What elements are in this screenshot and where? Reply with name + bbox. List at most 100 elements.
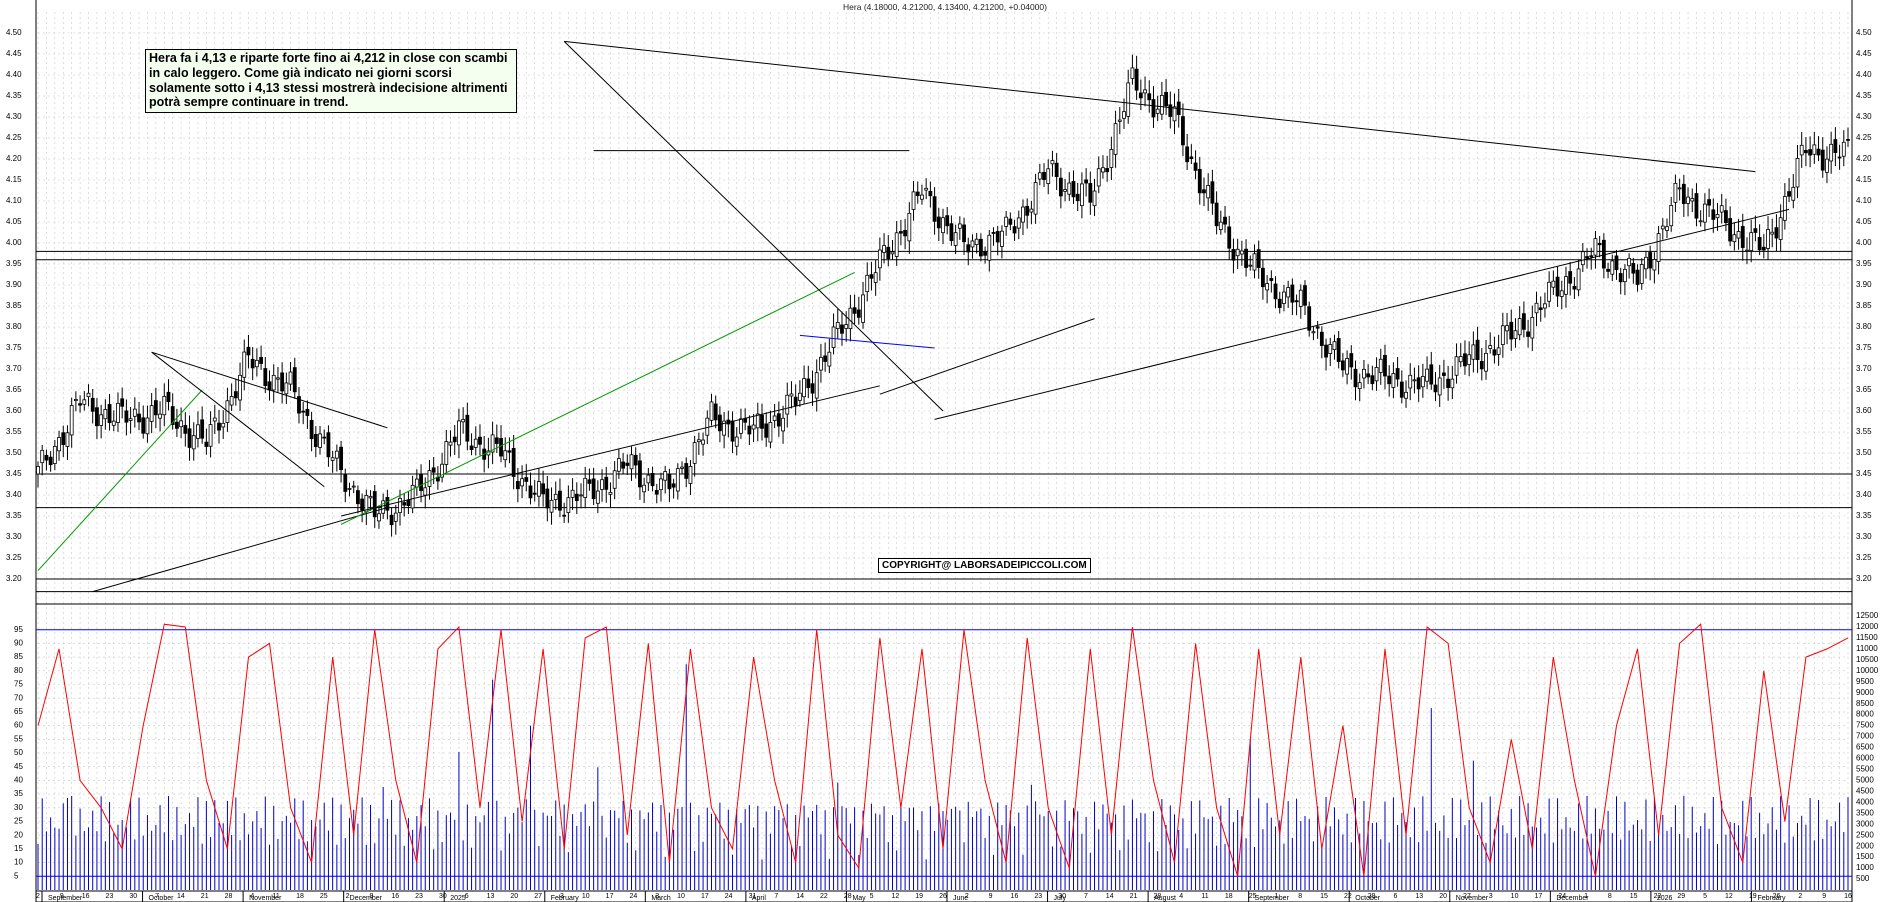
candle-body bbox=[1218, 221, 1223, 230]
candle-body bbox=[1273, 283, 1278, 300]
candle-body bbox=[1399, 381, 1404, 398]
candle-body bbox=[414, 478, 419, 488]
candle-body bbox=[734, 436, 739, 447]
candle-body bbox=[339, 446, 343, 470]
candle-body bbox=[1235, 248, 1240, 257]
candle-body bbox=[1223, 216, 1227, 225]
candle-body bbox=[1151, 99, 1156, 118]
candle-body bbox=[1378, 358, 1383, 373]
candle-body bbox=[1261, 267, 1265, 288]
candle-body bbox=[326, 432, 331, 458]
date-tick-label: 14 bbox=[177, 893, 185, 900]
date-tick-label: 27 bbox=[534, 893, 542, 900]
candle-body bbox=[1134, 68, 1139, 91]
price-tick-label: 3.85 bbox=[1856, 301, 1872, 310]
candle-body bbox=[1778, 217, 1783, 240]
volume-tick-label: 2500 bbox=[1856, 830, 1874, 839]
osc-tick-label: 50 bbox=[14, 748, 23, 757]
candle-body bbox=[1189, 156, 1194, 160]
candle-body bbox=[945, 215, 950, 227]
date-tick-label: 6 bbox=[1394, 893, 1398, 900]
candle-body bbox=[1543, 303, 1547, 309]
candle-body bbox=[924, 187, 929, 191]
candle-body bbox=[368, 496, 373, 499]
date-tick-label: 14 bbox=[796, 893, 804, 900]
date-tick-label: 29 bbox=[1368, 893, 1376, 900]
candle-body bbox=[398, 497, 402, 513]
candle-body bbox=[490, 434, 495, 453]
price-axis-right: 3.20 3.25 3.30 3.35 3.40 3.45 3.50 3.55 3.60 3.65… bbox=[1856, 28, 1879, 883]
date-tick-label: 23 bbox=[106, 893, 114, 900]
date-tick-label: 7 bbox=[1084, 893, 1088, 900]
candle-body bbox=[1395, 368, 1400, 380]
candle-body bbox=[385, 497, 390, 511]
date-tick-label: 7 bbox=[774, 893, 778, 900]
date-tick-label: 22 bbox=[1344, 893, 1352, 900]
candle-body bbox=[86, 392, 91, 398]
candle-body bbox=[217, 422, 221, 431]
candle-body bbox=[1702, 203, 1707, 223]
date-tick-label: 2 bbox=[36, 893, 40, 900]
price-tick-label: 3.35 bbox=[6, 511, 22, 520]
date-tick-label: 23 bbox=[1034, 893, 1042, 900]
candle-body bbox=[402, 502, 407, 506]
volume-tick-label: 7500 bbox=[1856, 721, 1874, 730]
candle-body bbox=[1138, 92, 1143, 99]
date-tick-label: 13 bbox=[1415, 893, 1423, 900]
candle-body bbox=[957, 223, 962, 229]
candle-body bbox=[1197, 168, 1202, 194]
candle-body bbox=[1172, 106, 1177, 122]
candle-body bbox=[1416, 377, 1421, 390]
candle-body bbox=[823, 355, 828, 362]
candle-body bbox=[107, 404, 112, 424]
candle-body bbox=[1837, 156, 1842, 159]
price-tick-label: 4.05 bbox=[1856, 217, 1872, 226]
candle-body bbox=[1450, 378, 1455, 389]
candle-body bbox=[1808, 149, 1813, 156]
candle-body bbox=[1374, 367, 1379, 382]
date-tick-label: 23 bbox=[415, 893, 423, 900]
candle-body bbox=[440, 463, 444, 478]
volume-tick-label: 7000 bbox=[1856, 732, 1874, 741]
trendline-black bbox=[151, 351, 388, 429]
date-tick-label: 19 bbox=[915, 893, 923, 900]
candle-body bbox=[1500, 325, 1505, 345]
candle-body bbox=[941, 217, 945, 234]
candle-body bbox=[692, 442, 697, 464]
candle-body bbox=[1067, 182, 1072, 195]
date-tick-label: 2 bbox=[346, 893, 350, 900]
candle-body bbox=[1534, 302, 1539, 314]
candle-body bbox=[1084, 179, 1089, 184]
date-tick-label: 25 bbox=[320, 893, 328, 900]
candle-body bbox=[1627, 257, 1632, 267]
price-tick-label: 4.00 bbox=[1856, 238, 1872, 247]
osc-tick-label: 80 bbox=[14, 666, 23, 675]
candle-body bbox=[915, 191, 920, 196]
candle-body bbox=[877, 249, 882, 269]
candle-body bbox=[1269, 278, 1274, 281]
volume-tick-label: 11000 bbox=[1856, 644, 1878, 653]
candle-body bbox=[511, 448, 516, 477]
candle-body bbox=[701, 439, 705, 445]
date-tick-label: 20 bbox=[1439, 893, 1447, 900]
date-tick-label: 3 bbox=[1489, 893, 1493, 900]
candle-body bbox=[621, 461, 625, 469]
candle-body bbox=[1526, 331, 1530, 337]
candle-body bbox=[263, 368, 268, 386]
candle-body bbox=[1610, 260, 1615, 275]
candle-body bbox=[633, 454, 638, 466]
candle-body bbox=[1075, 193, 1080, 202]
candle-body bbox=[297, 396, 301, 414]
candle-body bbox=[751, 424, 756, 430]
candle-body bbox=[1362, 368, 1366, 379]
candle-body bbox=[549, 499, 554, 513]
candle-body bbox=[579, 494, 583, 497]
candle-body bbox=[1336, 338, 1341, 362]
price-tick-label: 4.10 bbox=[6, 196, 22, 205]
candle-body bbox=[196, 424, 200, 439]
candle-body bbox=[1252, 253, 1257, 271]
candle-body bbox=[90, 397, 95, 412]
candle-body bbox=[781, 417, 785, 432]
candle-body bbox=[1206, 185, 1211, 199]
month-label: April bbox=[752, 895, 766, 902]
